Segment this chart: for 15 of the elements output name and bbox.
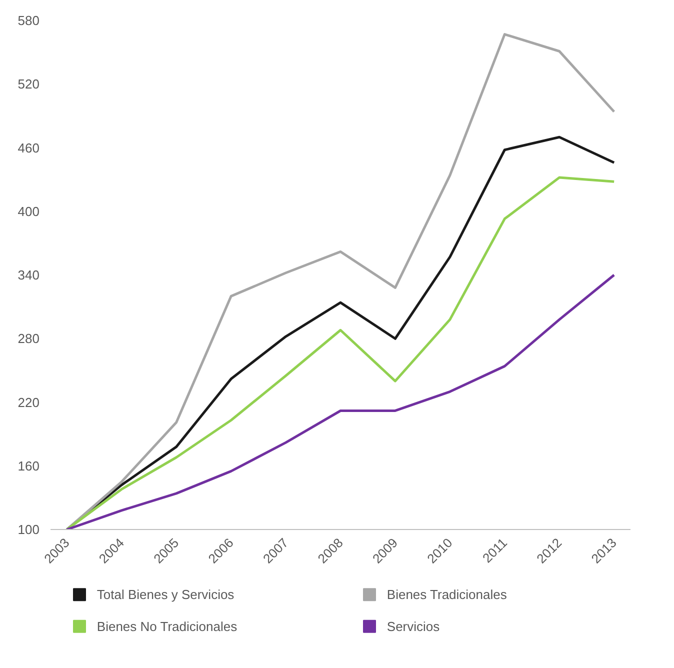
line-series <box>66 274 616 530</box>
y-tick-label: 520 <box>18 76 40 92</box>
y-tick-label: 220 <box>18 394 40 410</box>
y-tick-label: 400 <box>18 204 40 219</box>
y-tick-label: 340 <box>18 268 40 282</box>
y-tick-label: 160 <box>18 458 40 474</box>
y-tick-label: 280 <box>18 331 40 346</box>
legend-label: Bienes No Tradicionales <box>96 618 238 634</box>
legend-label: Bienes Tradicionales <box>386 587 508 602</box>
y-tick-label: 580 <box>18 13 40 28</box>
line-series <box>66 33 616 530</box>
y-tick-label: 100 <box>18 522 40 537</box>
y-tick-label: 460 <box>18 140 40 156</box>
legend-label: Servicios <box>386 618 440 634</box>
legend-label: Total Bienes y Servicios <box>96 587 235 602</box>
